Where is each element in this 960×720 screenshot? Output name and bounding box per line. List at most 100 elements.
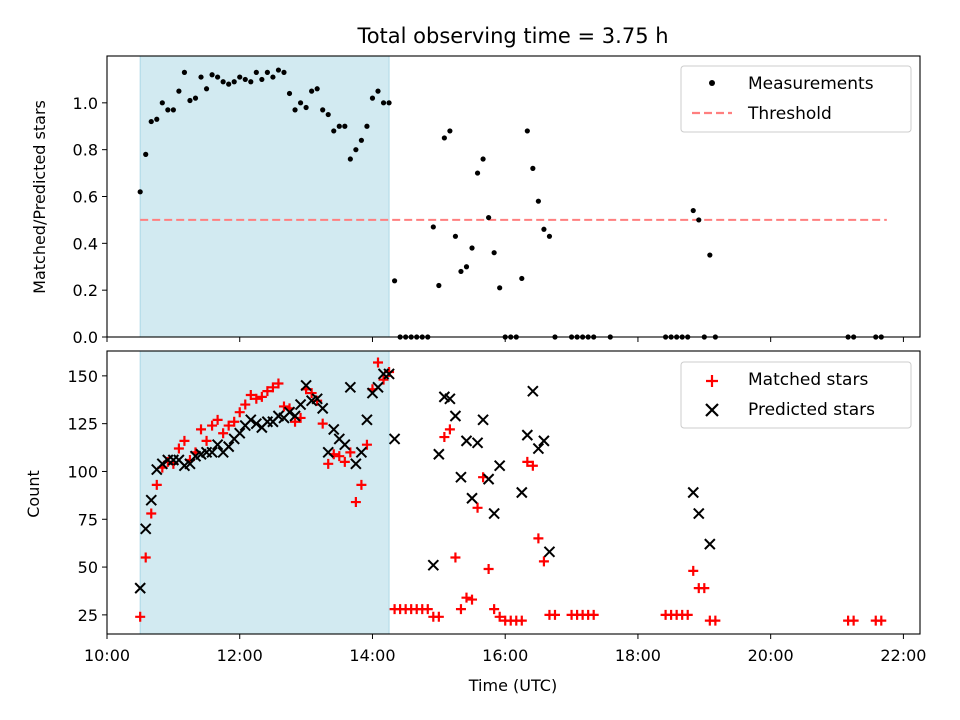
predicted-point	[328, 423, 340, 436]
measurement-point	[696, 217, 702, 223]
measurement-point	[154, 116, 160, 122]
predicted-point	[543, 546, 556, 558]
legend-marker-matched	[706, 375, 718, 387]
predicted-point	[532, 442, 545, 455]
measurement-point	[275, 67, 282, 73]
top-axes-frame	[106, 55, 921, 338]
top-y-tick-label: 0.2	[73, 281, 98, 300]
measurement-point	[530, 165, 536, 171]
bottom-axes-frame	[106, 350, 921, 635]
top-legend-frame	[680, 65, 912, 133]
matched-point	[356, 479, 367, 490]
x-tick-label: 12:00	[217, 646, 263, 665]
measurement-point	[148, 118, 154, 125]
measurement-point	[458, 268, 464, 275]
matched-point	[699, 583, 710, 594]
measurement-point	[469, 245, 475, 251]
measurement-point	[248, 79, 254, 85]
predicted-point	[427, 559, 440, 571]
measurement-point	[519, 275, 525, 282]
measurement-point	[203, 86, 210, 92]
matched-point	[439, 432, 450, 443]
top-panel: 0.0 0.2 0.4 0.6 0.8 1.0	[73, 55, 921, 347]
measurement-point	[358, 137, 365, 143]
predicted-point	[361, 414, 373, 426]
predicted-point	[493, 460, 506, 472]
top-y-tick-label: 0.4	[73, 234, 98, 253]
measurement-point	[292, 107, 298, 113]
predicted-point	[250, 417, 263, 430]
matched-point	[494, 611, 505, 622]
measurement-point	[391, 278, 398, 284]
matched-point	[234, 407, 245, 418]
measurement-point	[242, 76, 248, 83]
measurement-point	[264, 69, 270, 75]
measurement-point	[209, 72, 215, 78]
predicted-point	[344, 381, 357, 394]
measurement-point	[270, 74, 276, 80]
top-shaded-span	[139, 55, 390, 338]
matched-point	[549, 609, 560, 620]
predicted-point	[245, 414, 257, 426]
chart-title: Total observing time = 3.75 h	[356, 24, 668, 48]
matched-point	[218, 428, 229, 439]
predicted-point	[488, 507, 500, 520]
measurement-point	[369, 95, 376, 101]
matched-point	[472, 502, 483, 513]
matched-point	[483, 563, 494, 574]
predicted-point	[222, 440, 235, 453]
predicted-point	[477, 414, 489, 426]
matched-point	[339, 456, 350, 467]
matched-point	[173, 443, 184, 454]
matched-point	[251, 393, 262, 404]
measurement-point	[541, 226, 547, 232]
bottom-shaded-span	[139, 350, 390, 635]
matched-point	[588, 609, 599, 620]
matched-point	[455, 604, 466, 615]
measurement-point	[198, 74, 204, 80]
matched-point	[212, 414, 223, 425]
bottom-legend-frame	[680, 361, 912, 429]
bottom-legend: Matched stars Predicted stars	[680, 361, 912, 429]
predicted-point	[433, 448, 445, 460]
predicted-point	[372, 381, 384, 394]
measurement-point	[320, 107, 326, 113]
matched-point	[140, 552, 151, 563]
predicted-point	[693, 507, 705, 520]
legend-label-matched: Matched stars	[748, 370, 868, 390]
measurement-point	[215, 74, 221, 80]
measurement-point	[281, 69, 287, 75]
matched-point	[444, 424, 455, 435]
predicted-point	[455, 471, 467, 483]
measurement-point	[441, 135, 447, 141]
measurement-point	[143, 151, 149, 157]
matched-point	[848, 615, 859, 626]
measurement-point	[237, 74, 243, 80]
matched-point	[323, 458, 334, 469]
measurement-point	[690, 207, 696, 214]
legend-marker-predicted	[705, 403, 719, 417]
bottom-y-tick-label: 75	[78, 510, 98, 529]
predicted-point	[294, 398, 307, 411]
matched-point	[229, 416, 240, 427]
measurement-point	[707, 252, 713, 258]
measurement-point	[331, 128, 337, 134]
matched-point	[538, 556, 549, 567]
bottom-y-tick-label: 25	[78, 606, 98, 625]
matched-point	[146, 508, 157, 519]
legend-label-threshold: Threshold	[747, 104, 832, 124]
predicted-point	[355, 446, 368, 459]
measurement-point	[325, 111, 331, 118]
measurement-point	[303, 104, 309, 111]
measurement-point	[486, 214, 492, 221]
measurement-point	[447, 128, 453, 134]
measurement-point	[336, 123, 342, 129]
measurement-point	[436, 282, 442, 289]
measurement-point	[259, 76, 265, 83]
matched-point	[422, 604, 433, 615]
measurement-point	[463, 264, 470, 270]
bottom-y-tick-label: 125	[67, 415, 98, 434]
measurement-point	[231, 79, 237, 85]
predicted-point	[687, 486, 699, 499]
